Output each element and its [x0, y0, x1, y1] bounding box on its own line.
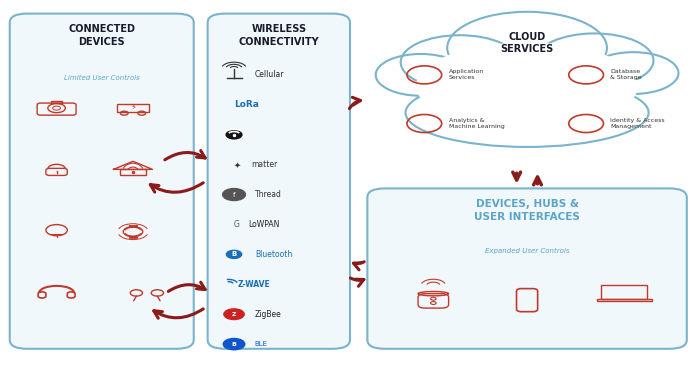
Circle shape — [224, 309, 244, 320]
Ellipse shape — [536, 33, 654, 87]
Text: LoWPAN: LoWPAN — [248, 220, 279, 229]
Text: CONNECTED
DEVICES: CONNECTED DEVICES — [68, 25, 135, 47]
Text: Expanded User Controls: Expanded User Controls — [485, 248, 569, 254]
FancyBboxPatch shape — [368, 188, 687, 349]
Text: Z-WAVE: Z-WAVE — [237, 280, 270, 289]
Text: Limited User Controls: Limited User Controls — [64, 75, 139, 81]
Text: ZigBee: ZigBee — [255, 310, 281, 319]
Text: Analytics &
Machine Learning: Analytics & Machine Learning — [449, 118, 505, 129]
Circle shape — [226, 131, 241, 139]
Ellipse shape — [447, 12, 607, 84]
FancyBboxPatch shape — [208, 14, 350, 349]
Ellipse shape — [416, 42, 638, 129]
Text: Application
Services: Application Services — [449, 69, 484, 81]
Text: B: B — [232, 341, 237, 347]
Ellipse shape — [400, 35, 519, 89]
Text: WIRELESS
CONNECTIVITY: WIRELESS CONNECTIVITY — [239, 25, 319, 47]
FancyBboxPatch shape — [10, 14, 194, 349]
Text: LoRa: LoRa — [234, 100, 259, 109]
Text: Z: Z — [232, 312, 237, 317]
Text: Identity & Access
Management: Identity & Access Management — [610, 118, 665, 129]
Text: matter: matter — [251, 160, 278, 169]
Ellipse shape — [405, 78, 649, 147]
Text: BLE: BLE — [255, 341, 268, 347]
Text: Thread: Thread — [255, 190, 281, 199]
Circle shape — [223, 339, 245, 350]
Ellipse shape — [588, 52, 678, 94]
Circle shape — [223, 189, 245, 200]
Text: CLOUD
SERVICES: CLOUD SERVICES — [500, 31, 554, 54]
Text: Database
& Storage: Database & Storage — [610, 69, 642, 81]
Circle shape — [227, 250, 242, 258]
Text: f: f — [233, 191, 235, 198]
Text: DEVICES, HUBS &
USER INTERFACES: DEVICES, HUBS & USER INTERFACES — [474, 199, 580, 222]
Text: G: G — [234, 220, 240, 229]
Ellipse shape — [376, 54, 466, 96]
Text: ✦: ✦ — [234, 160, 241, 169]
Text: ⚡: ⚡ — [130, 102, 136, 111]
Text: B: B — [232, 251, 237, 257]
Text: Cellular: Cellular — [255, 70, 284, 79]
Text: Bluetooth: Bluetooth — [255, 250, 292, 259]
